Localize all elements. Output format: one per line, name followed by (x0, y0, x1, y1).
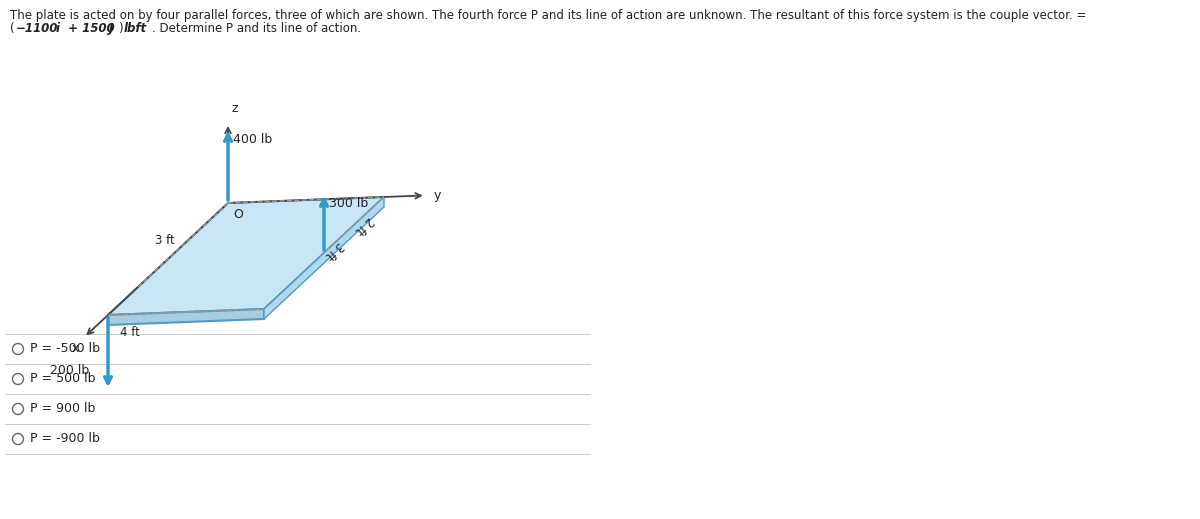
Text: O: O (233, 208, 242, 221)
Text: P = 500 lb: P = 500 lb (30, 373, 96, 386)
Text: P = -500 lb: P = -500 lb (30, 343, 100, 356)
Text: ): ) (118, 22, 122, 35)
Polygon shape (264, 197, 384, 319)
Text: −1100: −1100 (16, 22, 59, 35)
Text: 2 ft: 2 ft (353, 213, 376, 237)
Text: y: y (433, 189, 440, 202)
Text: 3 ft: 3 ft (155, 234, 175, 247)
Text: P = -900 lb: P = -900 lb (30, 432, 100, 445)
Text: lbft: lbft (124, 22, 148, 35)
Text: P = 900 lb: P = 900 lb (30, 403, 95, 416)
Text: The plate is acted on by four parallel forces, three of which are shown. The fou: The plate is acted on by four parallel f… (10, 9, 1086, 22)
Text: 400 lb: 400 lb (233, 133, 272, 146)
Text: i: i (56, 22, 60, 35)
Text: 300 lb: 300 lb (329, 197, 368, 210)
Text: x: x (72, 343, 79, 356)
Polygon shape (108, 197, 384, 315)
Text: 4 ft: 4 ft (120, 326, 140, 339)
Text: (: ( (10, 22, 14, 35)
Text: 200 lb: 200 lb (50, 363, 89, 376)
Text: 3 ft: 3 ft (323, 239, 346, 262)
Text: J: J (109, 22, 113, 35)
Text: + 1500: + 1500 (64, 22, 115, 35)
Text: z: z (230, 102, 238, 115)
Text: . Determine P and its line of action.: . Determine P and its line of action. (152, 22, 361, 35)
Polygon shape (108, 309, 264, 325)
